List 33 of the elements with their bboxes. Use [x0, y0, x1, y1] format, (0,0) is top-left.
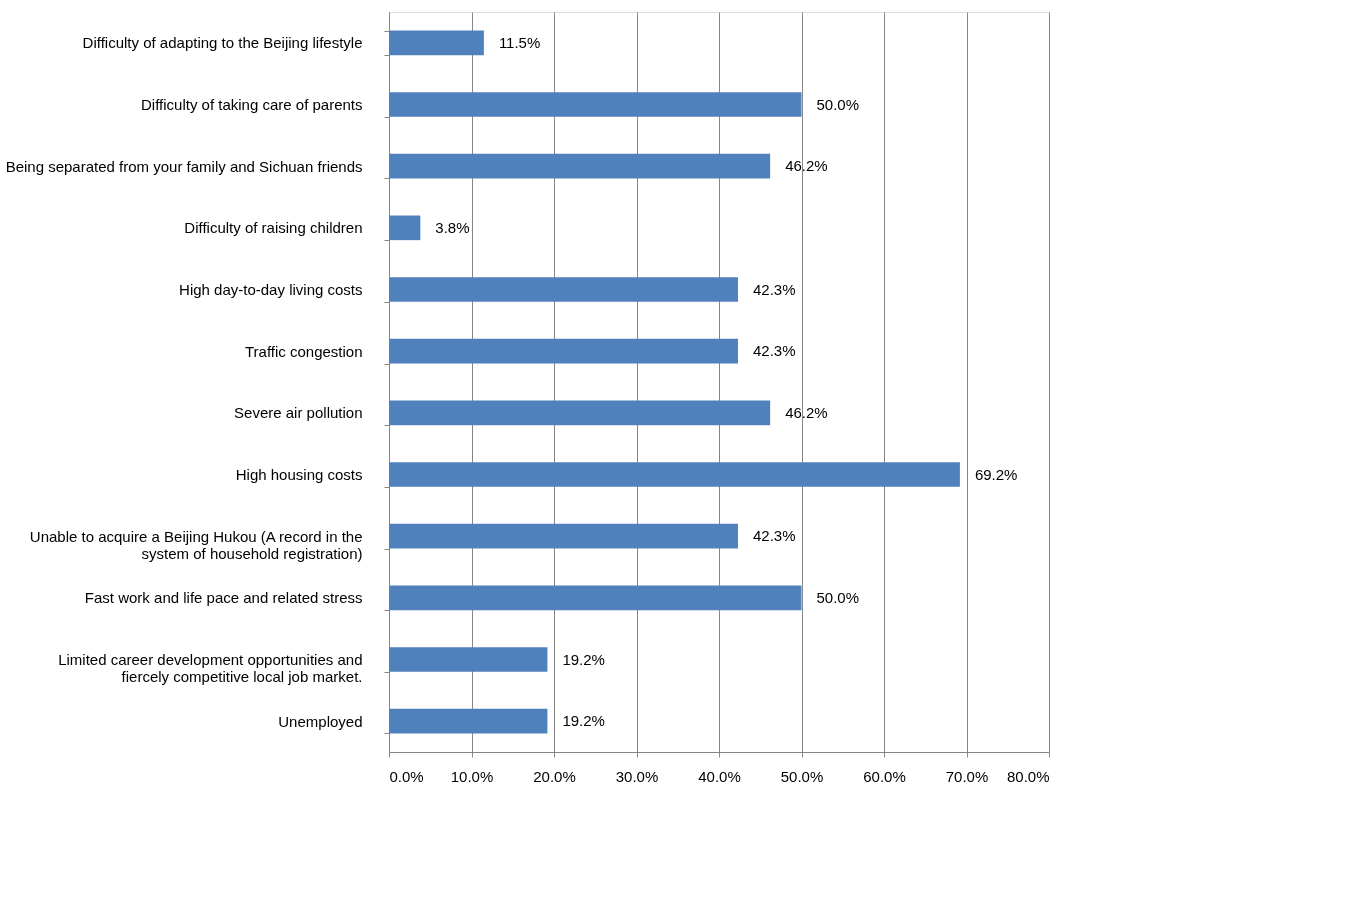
y-tick-label: Severe air pollution: [234, 404, 363, 422]
y-tick-label: Limited career development opportunities and fiercely competitive local job market.: [58, 651, 363, 685]
x-tick-label: 30.0%: [615, 767, 659, 785]
x-tick-label: 0.0%: [389, 767, 424, 785]
y-tick-label: High housing costs: [235, 466, 363, 483]
data-label: 42.3%: [752, 342, 796, 360]
y-tick-label: Fast work and life pace and related stress: [84, 589, 363, 607]
y-tick-label: Unemployed: [278, 712, 363, 730]
y-tick-label: Difficulty of adapting to the Beijing lifestyle: [82, 34, 363, 52]
y-tick-label: Traffic congestion: [244, 342, 363, 360]
data-label: 46.2%: [785, 157, 828, 175]
x-tick-label: 60.0%: [863, 767, 906, 785]
x-tick-label: 80.0%: [1006, 767, 1050, 785]
y-tick-label: Difficulty of raising children: [184, 219, 363, 237]
y-tick-label: Difficulty of taking care of parents: [141, 96, 363, 113]
y-tick-label: Unable to acquire a Beijing Hukou (A record in the system of household registration): [29, 527, 363, 562]
data-label: 11.5%: [498, 33, 541, 51]
data-label: 19.2%: [562, 650, 605, 668]
data-label: 69.2%: [974, 465, 1018, 483]
data-label: 50.0%: [816, 588, 860, 606]
data-label: 19.2%: [562, 712, 605, 730]
y-tick-label: High day-to-day living costs: [179, 281, 363, 298]
x-tick-label: 50.0%: [780, 767, 824, 785]
y-tick-label: Being separated from your family and Sichuan friends: [5, 157, 363, 175]
x-tick-label: 40.0%: [698, 767, 741, 785]
data-label: 3.8%: [435, 218, 470, 236]
data-label: 50.0%: [816, 95, 860, 113]
x-tick-label: 20.0%: [533, 767, 576, 785]
data-label: 46.2%: [785, 403, 828, 421]
x-tick-label: 70.0%: [945, 767, 989, 785]
data-label: 42.3%: [752, 280, 796, 298]
x-tick-label: 10.0%: [450, 767, 494, 785]
data-label: 42.3%: [752, 527, 796, 545]
